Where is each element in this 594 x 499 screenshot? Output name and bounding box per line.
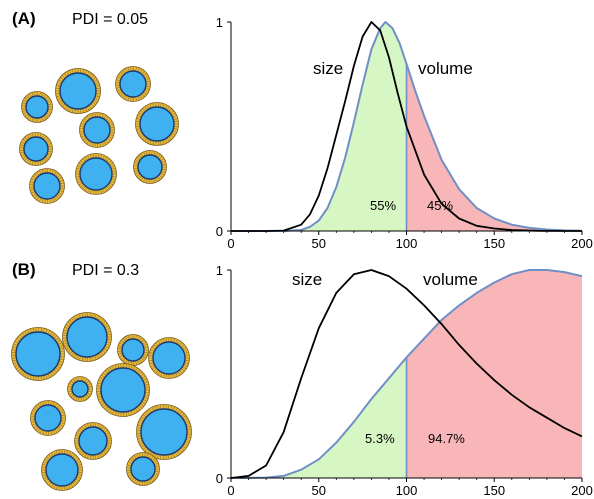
particle-core [34,404,62,432]
particle-bilayer [67,376,93,402]
particle-a-7 [29,168,65,204]
particle-b-11 [41,449,83,491]
region-right-area [406,270,582,478]
region-left-percent: 55% [370,198,396,213]
particle-bilayer [133,150,167,184]
particle-bilayer [117,334,149,366]
particle-core [78,426,108,456]
region-right-area [406,63,582,231]
particle-bilayer [135,102,179,146]
x-tick-label: 150 [483,236,505,251]
particle-a-3 [115,66,151,102]
particle-core [152,341,186,375]
particle-core [23,136,49,162]
particle-core [83,116,111,144]
x-tick-label: 150 [483,483,505,498]
particle-core [137,154,163,180]
size-curve-label: size [292,270,322,289]
y-tick-label: 0 [216,224,223,239]
particle-a-8 [75,153,117,195]
particle-core [15,331,61,377]
particle-core [139,106,175,142]
series-volume-line [230,269,583,479]
x-tick-label: 0 [227,483,234,498]
particle-b-10 [126,452,160,486]
series-volume-line [231,21,583,232]
region-left-area [231,22,407,231]
particle-bilayer [79,112,115,148]
x-tick-label: 200 [571,236,593,251]
particle-b-4 [148,337,190,379]
particle-a-9 [133,150,167,184]
particle-core [79,157,113,191]
particle-bilayer [41,449,83,491]
x-tick-label: 100 [396,483,418,498]
particle-core [121,338,145,362]
particle-core [59,72,97,110]
y-tick-label: 0 [216,471,223,486]
particle-bilayer [126,452,160,486]
x-tick-label: 200 [571,483,593,498]
particle-core [140,408,188,456]
particle-b-8 [74,422,112,460]
particle-bilayer [115,66,151,102]
particle-b-3 [117,334,149,366]
pdi-label: PDI = 0.3 [72,262,139,279]
y-tick-label: 1 [216,15,223,30]
x-tick-label: 50 [312,236,326,251]
volume-curve-label: volume [418,59,473,78]
region-left-percent: 5.3% [365,431,395,446]
particle-core [130,456,156,482]
particle-core [33,172,61,200]
series-size-line [230,269,583,479]
particle-bilayer [62,312,112,362]
particle-bilayer [30,400,66,436]
particle-core [45,453,79,487]
pdi-label: PDI = 0.05 [72,11,148,28]
region-left-area [231,357,407,478]
particle-b-5 [67,376,93,402]
particle-b-9 [136,404,192,460]
particle-core [100,367,146,413]
particle-core [119,70,147,98]
region-right-percent: 94.7% [428,431,465,446]
particle-b-1 [11,327,65,381]
x-tick-label: 100 [396,236,418,251]
panel-a: (A) PDI = 0.05 0 50 100 150 200 0 1 size volume 55%… [12,9,593,251]
particle-b-2 [62,312,112,362]
size-curve-label: size [313,59,343,78]
particle-bilayer [29,168,65,204]
particle-a-2 [55,68,101,114]
particle-bilayer [55,68,101,114]
particle-b-6 [96,363,150,417]
region-right-percent: 45% [427,198,453,213]
particle-core [71,380,89,398]
particle-a-5 [79,112,115,148]
particle-a-4 [19,132,53,166]
volume-curve-label: volume [423,270,478,289]
particle-bilayer [148,337,190,379]
series-size-line [231,21,582,232]
particle-bilayer [96,363,150,417]
particle-core [66,316,108,358]
particle-bilayer [11,327,65,381]
particle-a-1 [21,91,53,123]
particle-bilayer [136,404,192,460]
panel-label: (B) [12,260,36,279]
particle-a-6 [135,102,179,146]
particle-b-7 [30,400,66,436]
x-tick-label: 0 [227,236,234,251]
particle-core [25,95,49,119]
particle-bilayer [19,132,53,166]
panel-b: (B) PDI = 0.3 0 50 100 150 200 0 1 size volume 5.3%… [12,260,593,498]
particle-bilayer [74,422,112,460]
y-tick-label: 1 [216,263,223,278]
panel-label: (A) [12,9,36,28]
particle-bilayer [21,91,53,123]
particle-bilayer [75,153,117,195]
x-tick-label: 50 [312,483,326,498]
